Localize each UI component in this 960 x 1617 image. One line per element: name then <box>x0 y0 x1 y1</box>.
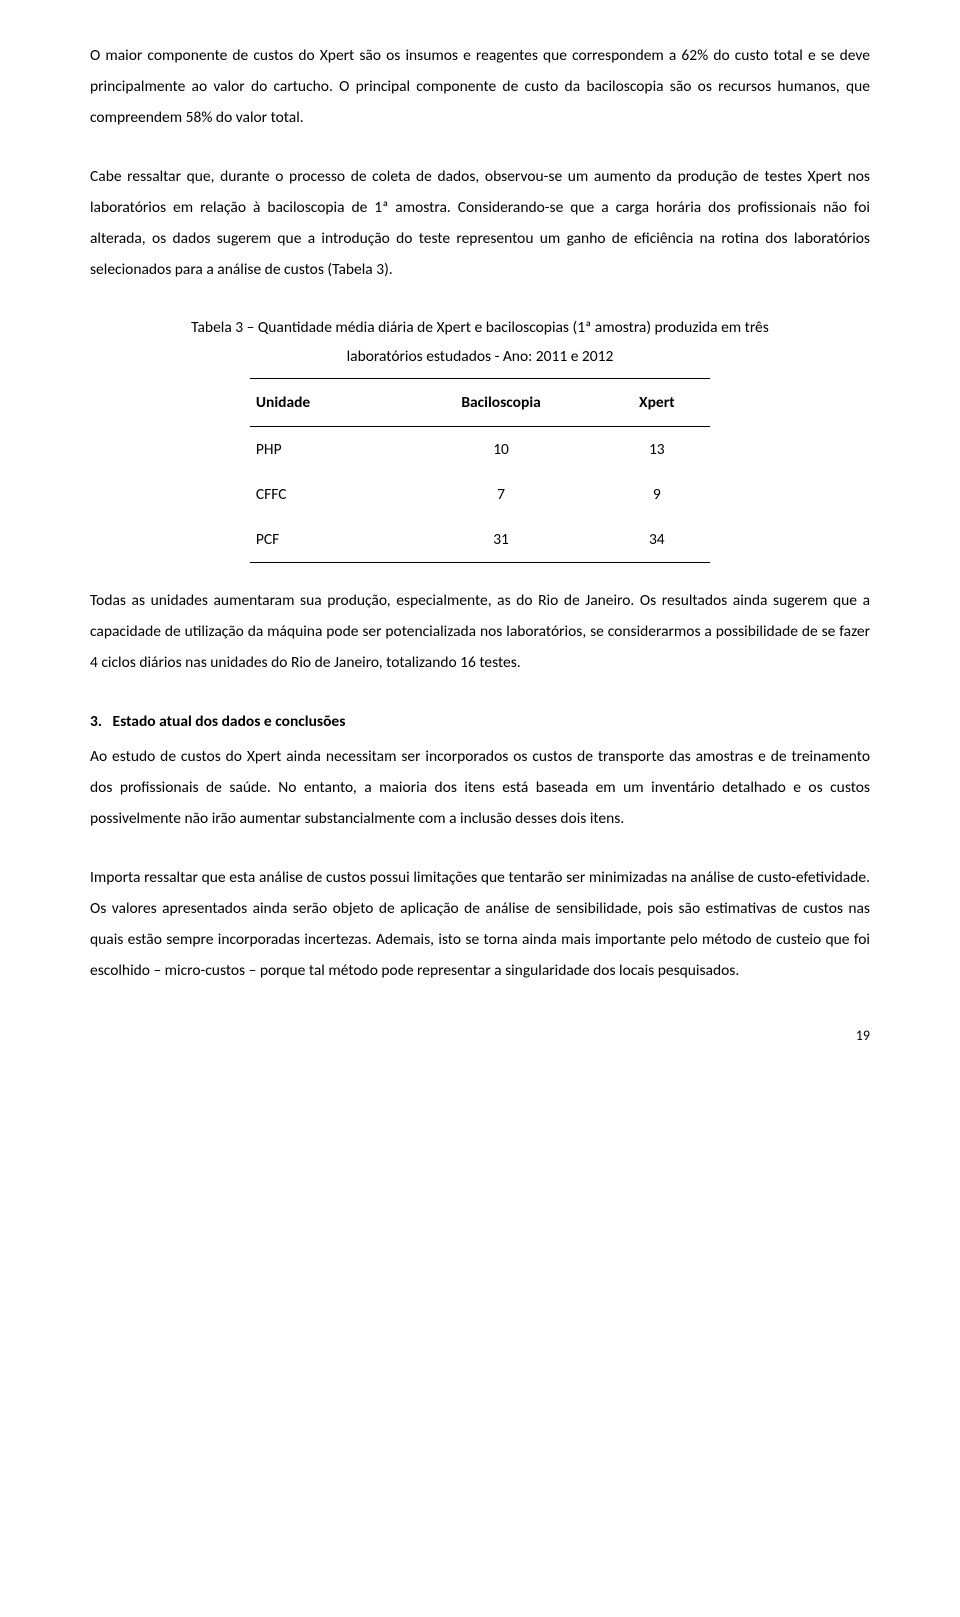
paragraph-2: Cabe ressaltar que, durante o processo d… <box>90 161 870 285</box>
table-3: Unidade Baciloscopia Xpert PHP 10 13 CFF… <box>250 378 710 563</box>
paragraph-3: Todas as unidades aumentaram sua produçã… <box>90 585 870 678</box>
table-row: PHP 10 13 <box>250 426 710 472</box>
table-caption-line2: laboratórios estudados - Ano: 2011 e 201… <box>347 347 614 366</box>
paragraph-4: Ao estudo de custos do Xpert ainda neces… <box>90 741 870 834</box>
cell-unit: PHP <box>250 426 399 472</box>
section-heading: 3. Estado atual dos dados e conclusões <box>90 706 870 737</box>
cell-bacil: 7 <box>399 472 604 517</box>
table-caption-line1: Tabela 3 – Quantidade média diária de Xp… <box>191 318 769 337</box>
cell-xpert: 13 <box>604 426 711 472</box>
cell-unit: PCF <box>250 517 399 563</box>
section-title: Estado atual dos dados e conclusões <box>113 712 346 731</box>
cell-bacil: 10 <box>399 426 604 472</box>
section-number: 3. <box>90 712 102 731</box>
cell-xpert: 9 <box>604 472 711 517</box>
th-xpert: Xpert <box>604 378 711 426</box>
cell-unit: CFFC <box>250 472 399 517</box>
page-number: 19 <box>90 1022 870 1050</box>
th-unidade: Unidade <box>250 378 399 426</box>
table-row: CFFC 7 9 <box>250 472 710 517</box>
th-baciloscopia: Baciloscopia <box>399 378 604 426</box>
table-header-row: Unidade Baciloscopia Xpert <box>250 378 710 426</box>
cell-bacil: 31 <box>399 517 604 563</box>
paragraph-1: O maior componente de custos do Xpert sã… <box>90 40 870 133</box>
table-caption: Tabela 3 – Quantidade média diária de Xp… <box>90 313 870 372</box>
paragraph-5: Importa ressaltar que esta análise de cu… <box>90 862 870 986</box>
cell-xpert: 34 <box>604 517 711 563</box>
table-row: PCF 31 34 <box>250 517 710 563</box>
